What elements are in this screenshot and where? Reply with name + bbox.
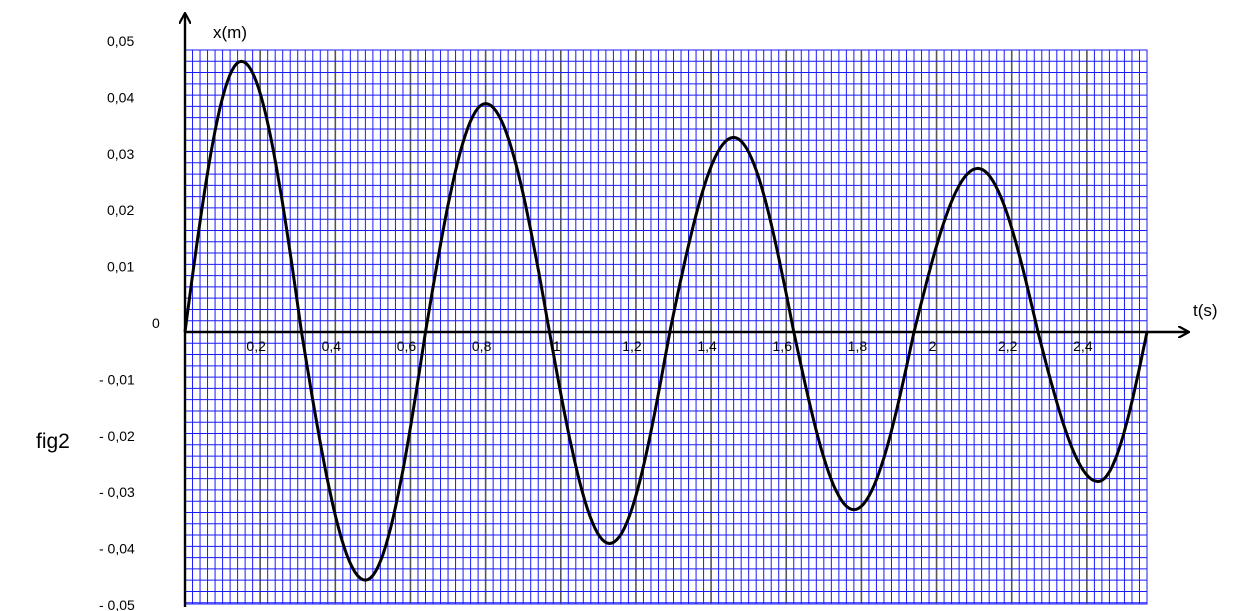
- y-tick-label: - 0,02: [99, 428, 135, 444]
- x-tick-label: 0,4: [322, 338, 342, 354]
- x-tick-label: 1,8: [848, 338, 868, 354]
- y-tick-labels: 0,05 0,04 0,03 0,02 0,01 0 - 0,01 - 0,02 - 0,03 -…: [99, 33, 160, 611]
- y-tick-label: - 0,03: [99, 484, 135, 500]
- x-tick-label: 2: [929, 338, 937, 354]
- x-axis-label: t(s): [1193, 301, 1218, 320]
- x-tick-label: 1,6: [773, 338, 793, 354]
- y-tick-label: 0,05: [107, 33, 134, 49]
- x-tick-label: 0,2: [246, 338, 266, 354]
- y-tick-label: 0,04: [107, 89, 134, 105]
- x-tick-label: 0,6: [397, 338, 417, 354]
- figure-label: fig2: [36, 430, 70, 453]
- x-tick-label: 1,2: [622, 338, 642, 354]
- grid: [184, 49, 1148, 605]
- axes: [185, 14, 1188, 607]
- y-tick-label: 0,01: [107, 259, 134, 275]
- x-tick-label: 0,8: [472, 338, 492, 354]
- x-tick-label: 2,2: [998, 338, 1018, 354]
- y-tick-label: - 0,04: [99, 541, 135, 557]
- x-tick-label: 1: [553, 338, 561, 354]
- y-axis-label: x(m): [213, 23, 247, 42]
- y-tick-label: 0: [152, 315, 160, 331]
- x-tick-labels: 0,2 0,4 0,6 0,8 1 1,2 1,4 1,6 1,8 2 2,2 2,4: [246, 338, 1092, 354]
- y-tick-label: - 0,05: [99, 597, 135, 611]
- x-tick-label: 1,4: [697, 338, 717, 354]
- y-tick-label: 0,02: [107, 202, 134, 218]
- y-tick-label: - 0,01: [99, 371, 135, 387]
- curve-layer: [183, 59, 1149, 582]
- oscillation-curve: [183, 59, 1149, 582]
- x-tick-label: 2,4: [1073, 338, 1093, 354]
- y-tick-label: 0,03: [107, 146, 134, 162]
